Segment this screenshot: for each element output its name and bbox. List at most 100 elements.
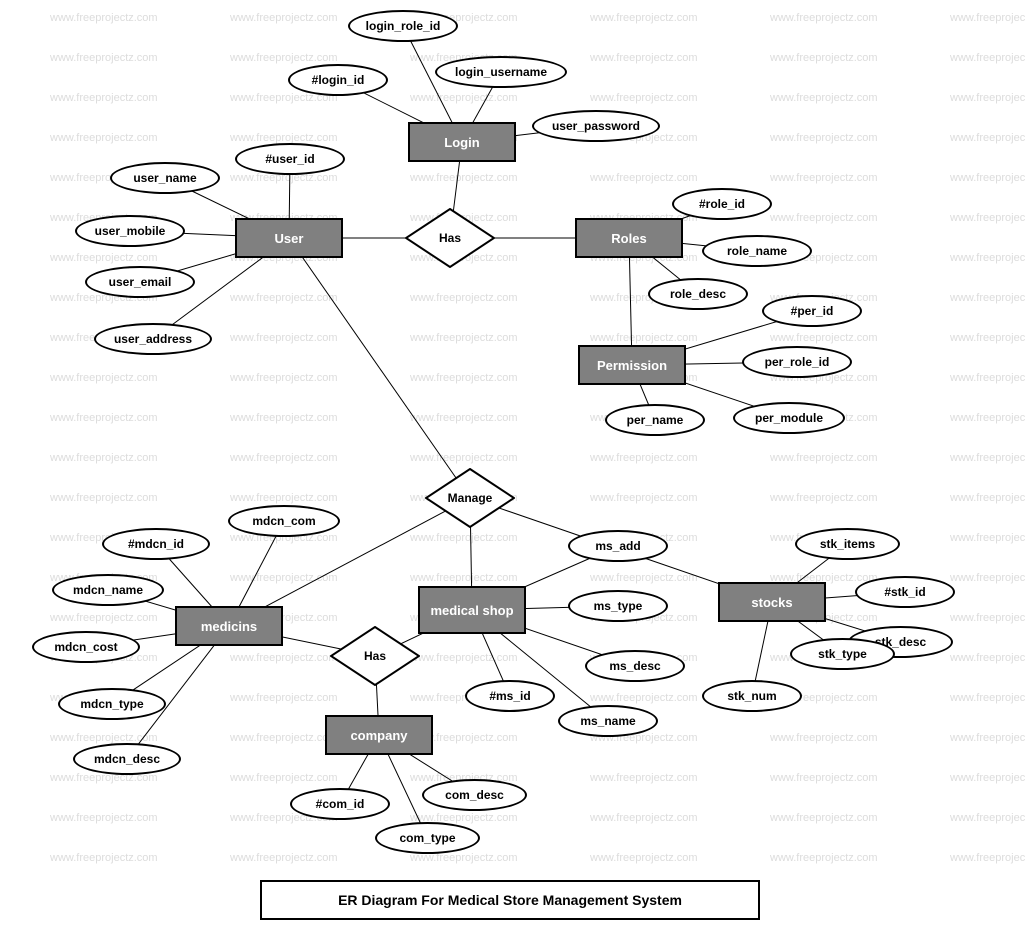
- attribute-label: per_name: [627, 413, 684, 427]
- attribute-user_mobile: user_mobile: [75, 215, 185, 247]
- watermark-text: www.freeprojectz.com: [950, 332, 1025, 344]
- attribute-label: stk_num: [727, 689, 776, 703]
- watermark-text: www.freeprojectz.com: [590, 12, 698, 24]
- attribute-com_type: com_type: [375, 822, 480, 854]
- watermark-text: www.freeprojectz.com: [50, 252, 158, 264]
- entity-label: Login: [444, 135, 479, 150]
- attribute-mdcn_type: mdcn_type: [58, 688, 166, 720]
- relationship-has2: Has: [330, 626, 420, 686]
- entity-med: medicins: [175, 606, 283, 646]
- attribute-label: user_address: [114, 332, 192, 346]
- attribute-label: ms_desc: [609, 659, 660, 673]
- watermark-text: www.freeprojectz.com: [230, 372, 338, 384]
- watermark-text: www.freeprojectz.com: [50, 132, 158, 144]
- watermark-text: www.freeprojectz.com: [770, 852, 878, 864]
- attribute-label: ms_add: [595, 539, 640, 553]
- entity-company: company: [325, 715, 433, 755]
- watermark-text: www.freeprojectz.com: [230, 452, 338, 464]
- attribute-ms_add: ms_add: [568, 530, 668, 562]
- relationship-label: Manage: [448, 491, 493, 505]
- watermark-text: www.freeprojectz.com: [770, 732, 878, 744]
- watermark-text: www.freeprojectz.com: [770, 332, 878, 344]
- watermark-text: www.freeprojectz.com: [230, 692, 338, 704]
- watermark-text: www.freeprojectz.com: [410, 652, 518, 664]
- entity-label: Roles: [611, 231, 646, 246]
- attribute-role_id: #role_id: [672, 188, 772, 220]
- watermark-text: www.freeprojectz.com: [590, 452, 698, 464]
- attribute-mdcn_id: #mdcn_id: [102, 528, 210, 560]
- entity-label: company: [350, 728, 407, 743]
- watermark-text: www.freeprojectz.com: [50, 852, 158, 864]
- watermark-text: www.freeprojectz.com: [950, 372, 1025, 384]
- attribute-label: com_type: [399, 831, 455, 845]
- attribute-mdcn_cost: mdcn_cost: [32, 631, 140, 663]
- watermark-text: www.freeprojectz.com: [230, 492, 338, 504]
- attribute-label: user_mobile: [95, 224, 166, 238]
- watermark-text: www.freeprojectz.com: [230, 732, 338, 744]
- attribute-label: mdcn_com: [252, 514, 315, 528]
- watermark-text: www.freeprojectz.com: [230, 852, 338, 864]
- watermark-text: www.freeprojectz.com: [590, 172, 698, 184]
- watermark-text: www.freeprojectz.com: [410, 452, 518, 464]
- relationship-label: Has: [439, 231, 461, 245]
- watermark-text: www.freeprojectz.com: [590, 492, 698, 504]
- watermark-text: www.freeprojectz.com: [590, 332, 698, 344]
- watermark-text: www.freeprojectz.com: [50, 412, 158, 424]
- watermark-text: www.freeprojectz.com: [230, 572, 338, 584]
- attribute-per_role_id: per_role_id: [742, 346, 852, 378]
- attribute-label: role_name: [727, 244, 787, 258]
- watermark-text: www.freeprojectz.com: [770, 812, 878, 824]
- attribute-com_id: #com_id: [290, 788, 390, 820]
- attribute-ms_type: ms_type: [568, 590, 668, 622]
- watermark-text: www.freeprojectz.com: [50, 52, 158, 64]
- watermark-text: www.freeprojectz.com: [50, 812, 158, 824]
- attribute-label: per_role_id: [765, 355, 830, 369]
- entity-label: User: [275, 231, 304, 246]
- attribute-stk_type: stk_type: [790, 638, 895, 670]
- entity-label: medicins: [201, 619, 257, 634]
- attribute-per_module: per_module: [733, 402, 845, 434]
- watermark-text: www.freeprojectz.com: [770, 772, 878, 784]
- watermark-text: www.freeprojectz.com: [950, 292, 1025, 304]
- watermark-text: www.freeprojectz.com: [770, 92, 878, 104]
- attribute-ms_desc: ms_desc: [585, 650, 685, 682]
- attribute-role_desc: role_desc: [648, 278, 748, 310]
- attribute-label: user_email: [109, 275, 172, 289]
- attribute-user_name: user_name: [110, 162, 220, 194]
- watermark-text: www.freeprojectz.com: [950, 732, 1025, 744]
- watermark-text: www.freeprojectz.com: [410, 172, 518, 184]
- attribute-label: per_module: [755, 411, 823, 425]
- watermark-text: www.freeprojectz.com: [950, 132, 1025, 144]
- relationship-label: Has: [364, 649, 386, 663]
- attribute-mdcn_name: mdcn_name: [52, 574, 164, 606]
- attribute-label: user_name: [133, 171, 196, 185]
- attribute-label: role_desc: [670, 287, 726, 301]
- attribute-label: stk_items: [820, 537, 875, 551]
- watermark-text: www.freeprojectz.com: [950, 52, 1025, 64]
- watermark-text: www.freeprojectz.com: [590, 572, 698, 584]
- relationship-manage: Manage: [425, 468, 515, 528]
- diagram-title-text: ER Diagram For Medical Store Management …: [338, 892, 682, 908]
- watermark-text: www.freeprojectz.com: [770, 212, 878, 224]
- attribute-mdcn_com: mdcn_com: [228, 505, 340, 537]
- attribute-label: #com_id: [316, 797, 365, 811]
- watermark-text: www.freeprojectz.com: [410, 332, 518, 344]
- watermark-text: www.freeprojectz.com: [230, 652, 338, 664]
- attribute-label: ms_name: [580, 714, 635, 728]
- watermark-text: www.freeprojectz.com: [230, 772, 338, 784]
- watermark-text: www.freeprojectz.com: [410, 532, 518, 544]
- watermark-text: www.freeprojectz.com: [50, 372, 158, 384]
- attribute-login_role_id: login_role_id: [348, 10, 458, 42]
- attribute-label: mdcn_cost: [54, 640, 117, 654]
- attribute-label: com_desc: [445, 788, 504, 802]
- watermark-text: www.freeprojectz.com: [410, 412, 518, 424]
- diagram-title: ER Diagram For Medical Store Management …: [260, 880, 760, 920]
- attribute-label: mdcn_desc: [94, 752, 160, 766]
- attribute-stk_id: #stk_id: [855, 576, 955, 608]
- watermark-text: www.freeprojectz.com: [950, 92, 1025, 104]
- attribute-label: login_role_id: [366, 19, 441, 33]
- relationship-has1: Has: [405, 208, 495, 268]
- watermark-text: www.freeprojectz.com: [230, 12, 338, 24]
- attribute-user_address: user_address: [94, 323, 212, 355]
- entity-label: stocks: [751, 595, 792, 610]
